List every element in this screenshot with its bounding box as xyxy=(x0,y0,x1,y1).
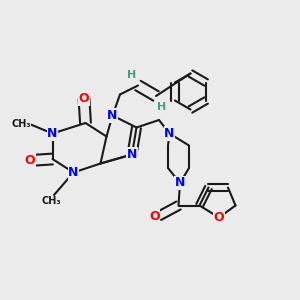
Text: N: N xyxy=(127,148,137,161)
Text: O: O xyxy=(149,209,160,223)
Text: N: N xyxy=(175,176,185,190)
Text: H: H xyxy=(158,101,166,112)
Text: O: O xyxy=(25,154,35,167)
Text: N: N xyxy=(164,127,175,140)
Text: CH₃: CH₃ xyxy=(41,196,61,206)
Text: N: N xyxy=(107,109,118,122)
Text: N: N xyxy=(47,127,58,140)
Text: CH₃: CH₃ xyxy=(11,118,31,129)
Text: N: N xyxy=(68,166,79,179)
Text: H: H xyxy=(128,70,136,80)
Text: O: O xyxy=(79,92,89,106)
Text: O: O xyxy=(214,211,224,224)
